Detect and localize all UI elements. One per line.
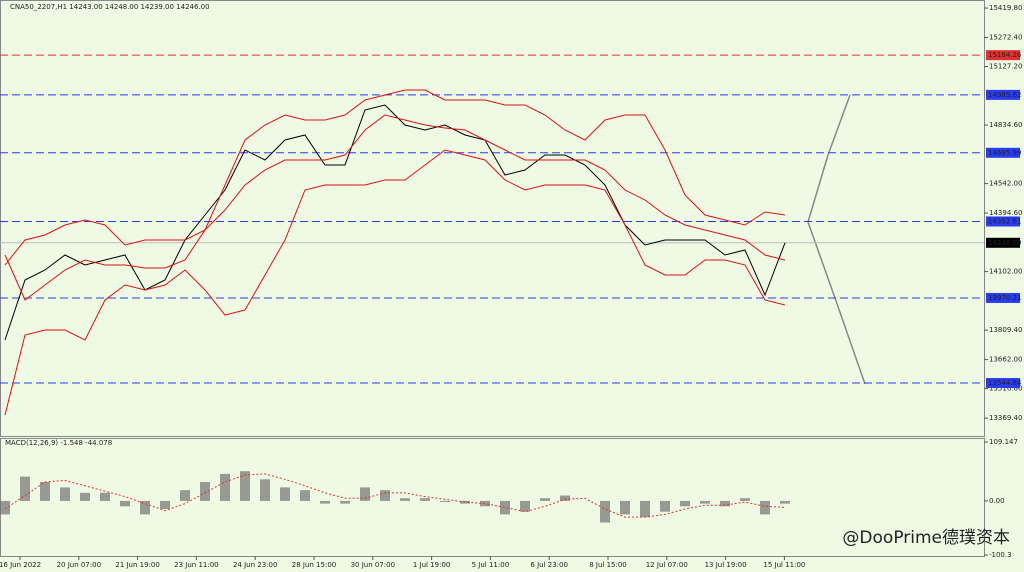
macd-signal: [4, 473, 786, 518]
macd-bar: [100, 492, 110, 501]
macd-bar: [680, 500, 690, 507]
macd-title: MACD(12,26,9) -1.548 -44.078: [5, 439, 112, 447]
bollinger-band: [4, 89, 786, 266]
macd-pane: [0, 438, 985, 557]
x-tick-label: 13 Jul 19:00: [705, 561, 747, 569]
macd-bar: [80, 492, 90, 501]
y-tick-label: 14542.00: [989, 180, 1022, 188]
macd-bar: [520, 500, 530, 512]
macd-bar: [780, 500, 790, 504]
x-tick-label: 21 Jun 19:00: [115, 561, 159, 569]
y-tick-label: 15272.40: [989, 34, 1022, 42]
macd-bar: [740, 498, 750, 501]
macd-bar: [560, 495, 570, 501]
macd-bar: [0, 500, 10, 515]
level-label-box: [986, 378, 1020, 389]
y-tick-label: 13809.40: [989, 326, 1022, 334]
macd-bar: [640, 500, 650, 518]
x-tick-label: 15 Jul 11:00: [763, 561, 805, 569]
macd-bar: [260, 479, 270, 501]
x-tick-label: 30 Jun 07:00: [351, 561, 395, 569]
price-line: [4, 104, 786, 341]
macd-bar: [620, 500, 630, 515]
level-label: 13970.21: [988, 294, 1021, 302]
macd-bar: [200, 482, 210, 501]
level-label-box: [986, 50, 1020, 61]
macd-bar: [40, 482, 50, 501]
x-tick-label: 8 Jul 15:00: [589, 561, 627, 569]
macd-bar: [120, 500, 130, 507]
macd-bar: [540, 498, 550, 501]
macd-bar: [220, 473, 230, 501]
y-tick-label: 14102.00: [989, 268, 1022, 276]
x-tick-label: 12 Jul 07:00: [646, 561, 688, 569]
level-label-box: [986, 147, 1020, 158]
x-tick-label: 28 Jun 15:00: [292, 561, 336, 569]
current-label: 14246.00: [988, 239, 1021, 247]
macd-bar: [500, 500, 510, 515]
macd-bar: [700, 500, 710, 504]
level-label: 15184.26: [988, 51, 1022, 59]
macd-bar: [600, 500, 610, 523]
macd-bar: [760, 500, 770, 515]
y-tick-label: 14394.60: [989, 209, 1022, 217]
current-label-box: [986, 237, 1020, 248]
y-tick-label: 15419.80: [989, 4, 1022, 12]
macd-bar: [420, 498, 430, 501]
y-tick-label: -100.3: [989, 551, 1012, 559]
macd-bar: [240, 471, 250, 501]
level-label-box: [986, 216, 1020, 227]
y-tick-label: 14834.60: [989, 121, 1022, 129]
x-tick-label: 24 Jun 23:00: [233, 561, 277, 569]
x-tick-label: 16 Jun 2022: [0, 561, 41, 569]
level-label: 14695.99: [988, 149, 1021, 157]
y-tick-label: 13516.80: [989, 385, 1022, 393]
x-tick-label: 20 Jun 07:00: [57, 561, 101, 569]
y-tick-label: 15127.20: [989, 63, 1022, 71]
x-tick-label: 1 Jul 19:00: [413, 561, 451, 569]
y-tick-label: 0.00: [989, 497, 1005, 505]
macd-bar: [180, 490, 190, 501]
projection-arrow: [807, 94, 851, 223]
macd-bar: [280, 487, 290, 501]
macd-bar: [60, 487, 70, 501]
macd-bar: [380, 490, 390, 501]
macd-bar: [400, 498, 410, 501]
x-tick-label: 23 Jun 11:00: [174, 561, 218, 569]
y-tick-label: 109.147: [989, 438, 1018, 446]
price-pane: [0, 0, 985, 437]
bollinger-band: [4, 149, 786, 416]
macd-bar: [720, 500, 730, 507]
bollinger-band: [4, 114, 786, 301]
y-tick-label: 13662.00: [989, 356, 1022, 364]
macd-bar: [320, 500, 330, 504]
macd-bar: [360, 487, 370, 501]
macd-bar: [660, 500, 670, 512]
x-tick-label: 5 Jul 11:00: [472, 561, 510, 569]
level-label: 14352.61: [988, 217, 1021, 225]
x-tick-label: 6 Jul 23:00: [530, 561, 568, 569]
y-tick-label: 13369.40: [989, 414, 1022, 422]
macd-bar: [440, 500, 450, 502]
watermark: @DooPrime德璞资本: [842, 528, 1010, 548]
level-label: 14985.62: [988, 91, 1021, 99]
macd-bar: [20, 476, 30, 501]
macd-bar: [160, 500, 170, 510]
macd-bar: [340, 500, 350, 504]
macd-bar: [300, 490, 310, 501]
level-label: 13544.84: [988, 379, 1022, 387]
level-label-box: [986, 89, 1020, 100]
macd-bar: [140, 500, 150, 515]
header: CNA50_2207,H1 14243.00 14248.00 14239.00…: [10, 3, 210, 11]
level-label-box: [986, 292, 1020, 303]
